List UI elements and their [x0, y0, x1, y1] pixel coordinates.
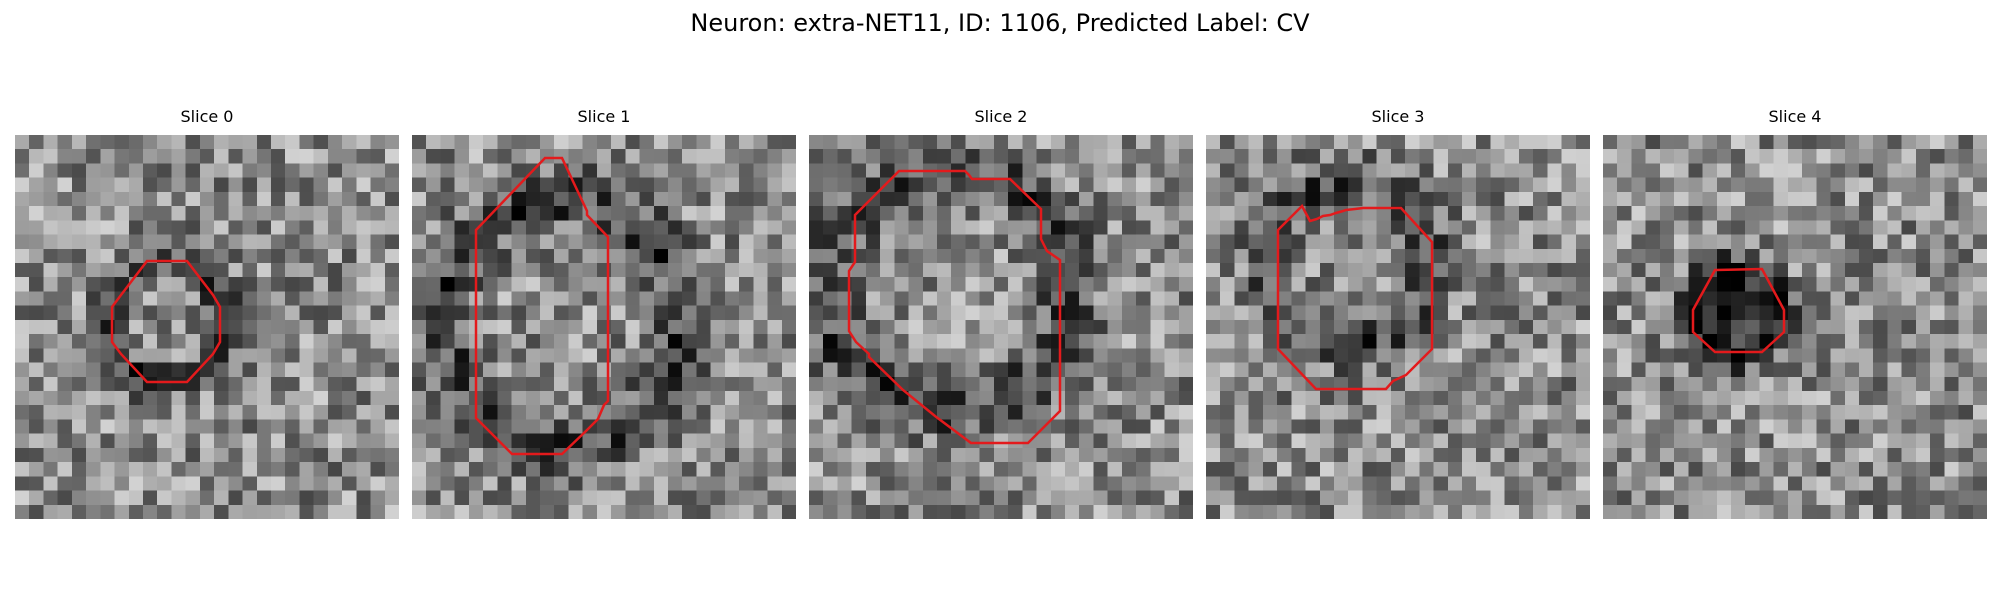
roi-outline: [110, 259, 222, 384]
figure-title: Neuron: extra-NET11, ID: 1106, Predicted…: [690, 9, 1310, 37]
em-image-slice-3: [1206, 135, 1590, 519]
roi-outline: [847, 169, 1062, 445]
roi-outline-svg: [110, 259, 222, 384]
em-image-slice-1: [412, 135, 796, 519]
em-micrograph: [1603, 135, 1987, 519]
em-image-slice-2: [809, 135, 1193, 519]
em-micrograph: [1206, 135, 1590, 519]
em-micrograph: [15, 135, 399, 519]
roi-outline-svg: [474, 156, 610, 456]
panel-title: Slice 3: [1371, 107, 1425, 126]
panel-title: Slice 4: [1768, 107, 1822, 126]
em-image-slice-4: [1603, 135, 1987, 519]
panel-title: Slice 2: [974, 107, 1028, 126]
em-image-slice-0: [15, 135, 399, 519]
panel-title: Slice 0: [180, 107, 234, 126]
em-micrograph: [809, 135, 1193, 519]
roi-outline-svg: [847, 169, 1062, 445]
roi-outline: [1276, 203, 1434, 391]
roi-outline-svg: [1276, 203, 1434, 391]
roi-outline: [474, 156, 610, 456]
roi-outline: [1691, 267, 1786, 354]
panel-title: Slice 1: [577, 107, 631, 126]
roi-outline-svg: [1691, 267, 1786, 354]
